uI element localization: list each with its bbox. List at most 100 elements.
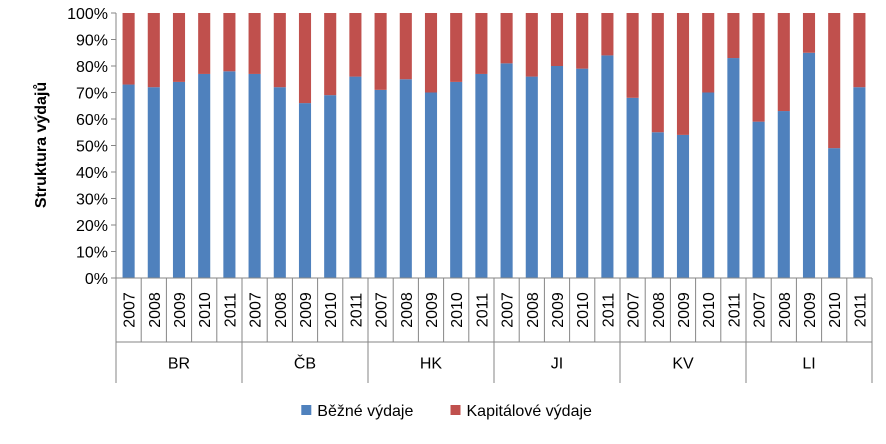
bar-bezne-vydaje [576, 68, 589, 279]
y-tick-label: 20% [76, 218, 108, 235]
bar-bezne-vydaje [702, 92, 715, 278]
bar-kapitalove-vydaje [651, 13, 664, 133]
bar-bezne-vydaje [374, 89, 387, 278]
bar-kapitalove-vydaje [601, 13, 614, 56]
bar-bezne-vydaje [424, 92, 438, 278]
bar-bezne-vydaje [399, 79, 412, 278]
x-tick-label-year: 2007 [122, 292, 139, 328]
bar-bezne-vydaje [349, 76, 362, 278]
x-tick-label-year: 2009 [550, 292, 567, 328]
y-tick-label: 10% [76, 245, 108, 262]
bar-kapitalove-vydaje [450, 13, 463, 82]
x-group-label: LI [802, 356, 815, 373]
bar-bezne-vydaje [198, 73, 211, 278]
bar-bezne-vydaje [147, 87, 160, 278]
x-tick-label-year: 2010 [701, 292, 718, 328]
bar-kapitalove-vydaje [727, 13, 740, 59]
bar-kapitalove-vydaje [802, 13, 816, 53]
bar-kapitalove-vydaje [702, 13, 715, 93]
bar-kapitalove-vydaje [550, 13, 564, 66]
bar-bezne-vydaje [122, 84, 135, 278]
x-tick-label-year: 2007 [374, 292, 391, 328]
x-tick-label-year: 2011 [474, 293, 491, 328]
legend-label: Kapitálové výdaje [467, 403, 593, 420]
x-tick-label-year: 2007 [626, 292, 643, 328]
x-tick-label-year: 2009 [802, 292, 819, 328]
legend: Běžné výdaje Kapitálové výdaje [301, 403, 592, 420]
bar-bezne-vydaje [651, 132, 664, 278]
bar-kapitalove-vydaje [752, 13, 765, 122]
bar-kapitalove-vydaje [172, 13, 186, 82]
bar-bezne-vydaje [828, 148, 841, 278]
x-group-label: JI [551, 356, 563, 373]
bar-kapitalove-vydaje [828, 13, 841, 149]
bar-kapitalove-vydaje [576, 13, 589, 69]
bar-bezne-vydaje [802, 52, 816, 278]
bar-bezne-vydaje [223, 71, 236, 278]
bar-kapitalove-vydaje [223, 13, 236, 72]
y-tick-label: 80% [76, 59, 108, 76]
y-tick-label: 40% [76, 165, 108, 182]
x-tick-label-year: 2011 [348, 293, 365, 328]
bar-bezne-vydaje [676, 134, 690, 278]
bar-kapitalove-vydaje [198, 13, 211, 74]
x-tick-label-year: 2010 [323, 292, 340, 328]
x-group-label: HK [420, 356, 443, 373]
bar-kapitalove-vydaje [273, 13, 286, 88]
bar-bezne-vydaje [727, 58, 740, 278]
x-tick-label-year: 2008 [651, 292, 668, 328]
y-tick-label: 100% [67, 6, 108, 23]
y-tick-label: 90% [76, 33, 108, 50]
x-tick-label-year: 2010 [197, 292, 214, 328]
bar-kapitalove-vydaje [374, 13, 387, 90]
bar-bezne-vydaje [626, 97, 639, 278]
y-axis-label: Struktura výdajů [33, 82, 50, 208]
legend-swatch [450, 405, 461, 415]
x-tick-label-year: 2007 [248, 292, 265, 328]
x-tick-label-year: 2011 [726, 293, 743, 328]
bar-kapitalove-vydaje [324, 13, 337, 96]
x-group-label: BR [168, 356, 190, 373]
x-tick-label-year: 2009 [676, 292, 693, 328]
bar-kapitalove-vydaje [525, 13, 538, 77]
bar-bezne-vydaje [777, 111, 790, 278]
x-group-label: KV [672, 356, 694, 373]
bar-bezne-vydaje [172, 81, 186, 279]
x-tick-label-year: 2007 [500, 292, 517, 328]
x-tick-label-year: 2011 [222, 293, 239, 328]
bar-kapitalove-vydaje [777, 13, 790, 112]
x-group-label: ČB [294, 354, 316, 373]
bar-kapitalove-vydaje [676, 13, 690, 135]
bar-kapitalove-vydaje [853, 13, 866, 88]
bar-kapitalove-vydaje [349, 13, 362, 77]
bar-kapitalove-vydaje [298, 13, 312, 104]
x-tick-label-year: 2007 [752, 292, 769, 328]
x-axis: 2007 2008 2009 2010 2011 2007 2008 2009 2010 2011… [115, 277, 873, 383]
y-tick-label: 30% [76, 192, 108, 209]
bar-bezne-vydaje [525, 76, 538, 278]
bar-bezne-vydaje [248, 73, 261, 278]
bar-bezne-vydaje [273, 87, 286, 278]
bar-kapitalove-vydaje [475, 13, 488, 74]
x-tick-label-year: 2009 [424, 292, 441, 328]
bar-bezne-vydaje [752, 121, 765, 279]
bar-kapitalove-vydaje [500, 13, 513, 64]
bars [122, 13, 866, 279]
x-tick-label-year: 2009 [172, 292, 189, 328]
y-tick-label: 0% [85, 271, 108, 288]
x-tick-label-year: 2008 [777, 292, 794, 328]
y-axis: 0% 10% 20% 30% 40% 50% 60% 70% 80% 90% 100% [67, 6, 117, 288]
x-tick-label-year: 2008 [273, 292, 290, 328]
bar-bezne-vydaje [601, 55, 614, 279]
bar-bezne-vydaje [450, 81, 463, 279]
legend-swatch [301, 405, 312, 415]
bar-kapitalove-vydaje [147, 13, 160, 88]
x-tick-label-year: 2008 [147, 292, 164, 328]
bar-kapitalove-vydaje [248, 13, 261, 74]
x-tick-label-year: 2011 [600, 293, 617, 328]
x-tick-label-year: 2010 [827, 292, 844, 328]
bar-bezne-vydaje [324, 95, 337, 279]
bar-bezne-vydaje [853, 87, 866, 278]
legend-item: Kapitálové výdaje [450, 403, 593, 420]
